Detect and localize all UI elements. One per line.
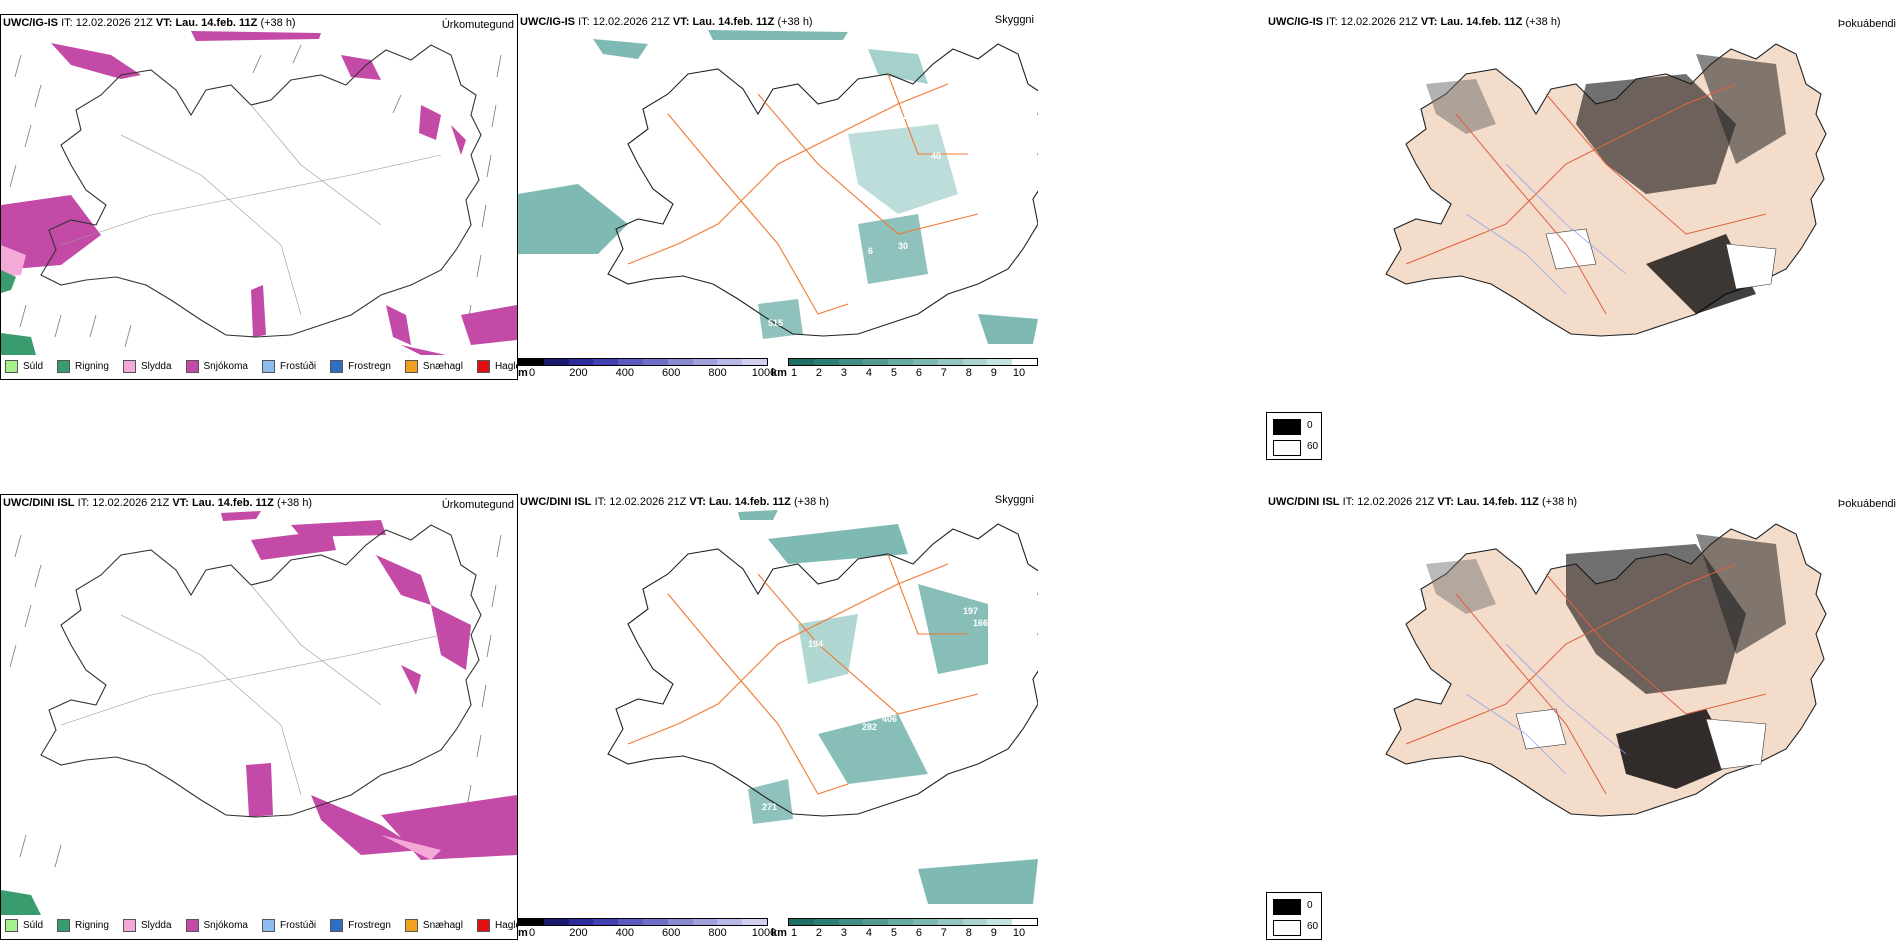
svg-text:282: 282 [862,722,877,732]
fog-legend-ig: 0 60 [1266,412,1322,460]
precip-map [1,31,517,355]
legend-swatch-rain [57,360,71,373]
panel-header: UWC/IG-IS IT: 12.02.2026 21Z VT: Lau. 14… [520,16,813,28]
panel-header: UWC/IG-IS IT: 12.02.2026 21Z VT: Lau. 14… [1268,16,1561,28]
visibility-map: 132 62 400 40 15 54 30 6 515 [518,30,1038,344]
fog-panel-dini: UWC/DINI ISL IT: 12.02.2026 21Z VT: Lau.… [1266,494,1900,884]
legend-swatch-freezing-drizzle [261,919,275,932]
roads [627,73,979,315]
panel-title: Þokuábendi [1837,18,1896,30]
roads [1405,563,1767,795]
precip-type-panel-ig: UWC/IG-IS IT: 12.02.2026 21Z VT: Lau. 14… [0,14,518,380]
svg-text:62: 62 [898,111,908,121]
legend-swatch-freezing-rain [330,919,344,932]
fog-map [1385,523,1827,817]
legend-swatch-drizzle [5,360,18,373]
svg-text:54: 54 [818,146,828,156]
svg-text:194: 194 [808,639,823,649]
panel-title: Úrkomutegund [441,19,514,31]
legend-swatch-freezing-rain [330,360,344,373]
svg-text:406: 406 [882,714,897,724]
svg-text:975: 975 [952,811,967,821]
svg-text:269: 269 [853,699,868,709]
svg-text:515: 515 [768,318,783,328]
panel-header: UWC/DINI ISL IT: 12.02.2026 21Z VT: Lau.… [520,496,830,508]
legend-swatch-sleet [122,919,136,932]
legend-swatch-snow-pellets [404,360,418,373]
visibility-colorbar [788,918,1038,926]
legend-swatch-snow-pellets [404,919,418,932]
legend-swatch-hail [476,360,490,373]
svg-text:360: 360 [828,714,843,724]
cloudbase-colorbar [518,358,768,366]
fog-panel-ig: UWC/IG-IS IT: 12.02.2026 21Z VT: Lau. 14… [1266,14,1900,384]
legend-swatch-hail [476,919,490,932]
visibility-unit: km [771,927,787,939]
visibility-panel-ig: UWC/IG-IS IT: 12.02.2026 21Z VT: Lau. 14… [518,14,1038,380]
svg-text:400: 400 [933,114,948,124]
legend-swatch-sleet [122,360,136,373]
visibility-panel-dini: UWC/DINI ISL IT: 12.02.2026 21Z VT: Lau.… [518,494,1038,940]
legend-swatch-drizzle [5,919,18,932]
panel-header: UWC/DINI ISL IT: 12.02.2026 21Z VT: Lau.… [3,497,313,509]
precip-map [1,511,517,915]
precip-legend: Súld Rigning Slydda Snjókoma Frostúði Fr… [5,919,517,932]
roads [60,104,442,316]
svg-text:197: 197 [963,606,978,616]
svg-text:15: 15 [773,211,783,221]
svg-text:132: 132 [873,101,888,111]
legend-swatch-snow [185,360,199,373]
svg-text:166: 166 [973,618,988,628]
precip-type-panel-dini: UWC/DINI ISL IT: 12.02.2026 21Z VT: Lau.… [0,494,518,940]
visibility-unit: km [771,367,787,379]
panel-title: Úrkomutegund [441,499,514,511]
panel-header: UWC/IG-IS IT: 12.02.2026 21Z VT: Lau. 14… [3,17,296,29]
rivers [1465,163,1627,295]
legend-swatch-freezing-drizzle [261,360,275,373]
wind-barbs [9,534,502,868]
svg-text:271: 271 [762,802,777,812]
svg-text:1: 1 [918,614,923,624]
panel-title: Skyggni [994,14,1034,26]
roads [60,584,442,796]
legend-swatch-rain [57,919,71,932]
cloudbase-colorbar [518,918,768,926]
panel-title: Þokuábendi [1837,498,1896,510]
cloudbase-unit: m [518,367,528,379]
snow-area [191,31,321,41]
svg-text:40: 40 [931,151,941,161]
roads [627,553,979,795]
visibility-labels: 132 62 400 40 15 54 30 6 515 [768,101,948,328]
svg-text:30: 30 [898,241,908,251]
svg-text:34: 34 [853,646,863,656]
roads [1405,83,1767,315]
rivers [1465,643,1627,775]
visibility-colorbar [788,358,1038,366]
svg-text:6: 6 [868,246,873,256]
fog-map [1385,43,1827,337]
panel-title: Skyggni [994,494,1034,506]
legend-swatch-snow [185,919,199,932]
visibility-labels: 197 166 194 1 34 269 360 406 282 271 975 [762,606,988,821]
panel-header: UWC/DINI ISL IT: 12.02.2026 21Z VT: Lau.… [1268,496,1578,508]
visibility-map: 197 166 194 1 34 269 360 406 282 271 975 [607,510,1038,904]
fog-legend-dini: 0 60 [1266,892,1322,940]
cloudbase-unit: m [518,927,528,939]
precip-legend: Súld Rigning Slydda Snjókoma Frostúði Fr… [5,360,517,373]
